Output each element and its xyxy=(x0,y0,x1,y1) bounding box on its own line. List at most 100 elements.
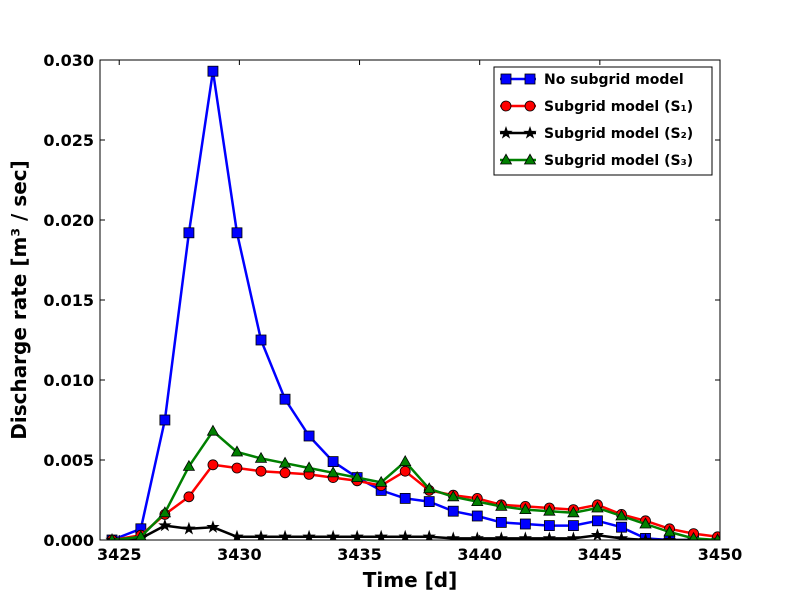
data-point xyxy=(302,461,316,473)
data-point xyxy=(399,492,411,504)
data-point xyxy=(182,521,196,535)
data-point xyxy=(158,518,172,532)
data-point xyxy=(567,506,580,518)
legend-label: Subgrid model (S₃) xyxy=(544,153,693,169)
data-point xyxy=(398,529,412,540)
y-tick-label: 0.030 xyxy=(43,51,94,70)
data-point xyxy=(713,533,720,540)
data-point xyxy=(183,491,195,503)
data-point xyxy=(158,506,172,518)
data-point xyxy=(230,529,244,540)
data-point xyxy=(615,509,628,521)
series-4 xyxy=(108,424,720,540)
data-point xyxy=(447,505,459,517)
y-tick-label: 0.025 xyxy=(43,131,94,150)
data-point xyxy=(231,462,243,474)
data-point xyxy=(447,490,460,502)
legend-marker xyxy=(523,125,537,139)
legend-marker xyxy=(500,73,512,85)
data-point xyxy=(326,529,340,540)
x-tick-label: 3435 xyxy=(337,545,382,564)
data-point xyxy=(614,531,629,540)
tick-layer: 3425 3430 3435 3440 3445 3450 0.000 0.005 0.010 0… xyxy=(43,51,742,564)
data-point xyxy=(182,459,196,471)
data-point xyxy=(591,501,604,513)
data-point xyxy=(495,517,507,528)
series-layer xyxy=(105,65,720,540)
data-point xyxy=(423,482,436,494)
x-tick-label: 3450 xyxy=(698,545,743,564)
legend: No subgrid model Subgrid model (S₁) Subgri… xyxy=(493,66,713,176)
y-tick-label: 0.010 xyxy=(43,371,94,390)
data-point xyxy=(374,475,388,487)
legend-entry: No subgrid model xyxy=(500,72,684,88)
data-point xyxy=(638,532,653,540)
legend-marker xyxy=(500,100,512,112)
data-point xyxy=(422,529,436,540)
legend-label: No subgrid model xyxy=(544,72,684,88)
data-point xyxy=(566,531,581,540)
legend-marker xyxy=(499,125,513,139)
x-tick-label: 3440 xyxy=(457,545,502,564)
x-axis-label: Time [d] xyxy=(363,568,457,592)
data-point xyxy=(302,529,316,540)
data-point xyxy=(662,532,677,540)
legend-entry: Subgrid model (S₁) xyxy=(500,99,693,115)
data-point xyxy=(206,424,220,436)
data-point xyxy=(350,529,364,540)
data-point xyxy=(471,495,484,507)
y-tick-label: 0.005 xyxy=(43,451,94,470)
data-point xyxy=(303,430,315,442)
y-axis-label: Discharge rate [m³ / sec] xyxy=(7,160,31,440)
legend-marker xyxy=(523,153,537,165)
data-point xyxy=(518,531,533,540)
data-point xyxy=(519,503,532,514)
data-point xyxy=(542,531,557,540)
data-point xyxy=(207,65,219,77)
data-point xyxy=(278,529,292,540)
data-point xyxy=(688,531,699,540)
data-point xyxy=(446,531,460,540)
data-point xyxy=(592,515,603,527)
legend-label: Subgrid model (S₁) xyxy=(544,99,693,115)
data-point xyxy=(254,529,268,540)
data-point xyxy=(207,459,219,471)
data-point xyxy=(519,518,531,530)
data-point xyxy=(590,528,605,540)
data-point xyxy=(326,466,340,478)
data-point xyxy=(543,520,555,531)
legend-marker xyxy=(524,73,536,85)
data-point xyxy=(327,456,339,468)
x-tick-label: 3445 xyxy=(578,545,623,564)
x-tick-label: 3430 xyxy=(217,545,262,564)
y-tick-label: 0.015 xyxy=(43,291,94,310)
legend-marker xyxy=(524,100,536,112)
data-point xyxy=(639,517,652,529)
data-point xyxy=(135,530,147,540)
data-point xyxy=(183,227,195,239)
data-point xyxy=(423,496,435,508)
data-point xyxy=(495,499,508,511)
data-point xyxy=(568,520,579,531)
data-point xyxy=(108,533,116,540)
data-point xyxy=(230,445,244,457)
data-point xyxy=(255,334,267,346)
data-point xyxy=(278,456,292,468)
data-point xyxy=(255,465,267,477)
data-point xyxy=(279,467,291,479)
legend-entry: Subgrid model (S₂) xyxy=(499,125,693,142)
data-point xyxy=(471,510,483,522)
x-tick-label: 3425 xyxy=(97,545,142,564)
data-point xyxy=(543,504,556,516)
legend-entry: Subgrid model (S₃) xyxy=(499,153,693,169)
data-point xyxy=(663,525,676,537)
legend-marker xyxy=(499,153,513,165)
y-tick-label: 0.000 xyxy=(43,531,94,550)
data-point xyxy=(279,393,291,405)
data-point xyxy=(399,455,412,467)
data-point xyxy=(206,520,220,533)
data-point xyxy=(254,451,268,463)
data-point xyxy=(374,529,388,540)
data-point xyxy=(159,414,171,426)
